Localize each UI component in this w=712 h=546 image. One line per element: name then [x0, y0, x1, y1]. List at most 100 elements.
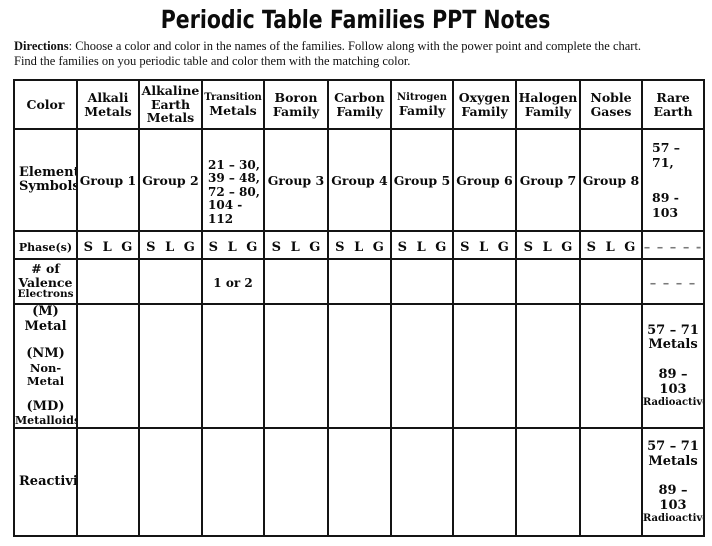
valence-cell-transition: 1 or 2	[201, 258, 265, 305]
column-header-boron-family: Boron Family	[263, 79, 329, 130]
rare-earth-number-ranges: 57 – 71, 89 - 103	[644, 140, 702, 220]
number-range: 72 – 80,	[208, 184, 260, 199]
metal-cell-transition	[201, 302, 265, 430]
metal-type-row: (M) Metal (NM) Non-Metal (MD) Metalloids	[13, 302, 705, 430]
header-text: Alkali	[87, 90, 129, 105]
header-text: Rare	[656, 90, 690, 105]
header-text: Metals	[209, 102, 257, 118]
spacer	[644, 353, 702, 368]
header-row: Color Alkali Metals Alkaline Earth Metals T…	[13, 79, 705, 130]
column-header-color: Color	[13, 79, 78, 130]
header-text: Family	[398, 102, 446, 118]
group-label: Group 1	[79, 173, 137, 189]
row-label-text: Valence	[18, 274, 73, 290]
phase-cell-halogen: S L G	[515, 230, 581, 260]
row-label-text: Reactivity	[19, 474, 75, 490]
column-header-noble-gases: Noble Gases	[579, 79, 643, 130]
nonmetal-word: Non-Metal	[26, 360, 65, 388]
phase-cell-carbon: S L G	[327, 230, 392, 260]
valence-cell-oxygen	[452, 258, 517, 305]
column-header-oxygen-family: Oxygen Family	[452, 79, 517, 130]
header-text-small: Transition	[204, 92, 262, 103]
group-label: Group 8	[582, 173, 640, 189]
row-label-text: Element	[19, 164, 77, 180]
number-range: 89 - 103	[652, 190, 679, 220]
symbols-cell-alkali: Group 1	[76, 128, 140, 232]
note-word-small: Radioactive	[643, 397, 704, 409]
valence-cell-halogen	[515, 258, 581, 305]
number-range: 21 – 30,	[208, 157, 260, 172]
note-range: 89 – 103	[658, 367, 688, 397]
valence-cell-boron	[263, 258, 329, 305]
slg-options: S L G	[208, 239, 258, 255]
header-text: Noble	[590, 90, 632, 105]
group-label: Group 6	[456, 173, 513, 189]
header-text: Family	[272, 103, 320, 119]
phase-cell-transition: S L G	[201, 230, 265, 260]
valence-cell-noble	[579, 258, 643, 305]
valence-row: # of Valence Electrons 1 or 2 – – – –	[13, 258, 705, 305]
slg-options: S L G	[397, 239, 447, 255]
metal-cell-nitrogen	[390, 302, 454, 430]
group-label: Group 2	[142, 173, 199, 189]
header-text: Family	[524, 103, 572, 119]
reactivity-cell-noble	[579, 427, 643, 538]
header-text: Gases	[590, 103, 632, 119]
row-label-text: Symbols	[19, 179, 77, 194]
row-label-metal-type: (M) Metal (NM) Non-Metal (MD) Metalloids	[13, 302, 78, 430]
header-text: Family	[461, 103, 508, 119]
row-label-valence: # of Valence Electrons	[13, 258, 78, 305]
header-text: Boron	[274, 90, 318, 105]
valence-cell-alkali	[76, 258, 140, 305]
spacer	[644, 469, 702, 484]
column-header-alkaline-earth-metals: Alkaline Earth Metals	[138, 79, 203, 130]
metal-cell-oxygen	[452, 302, 517, 430]
header-text: Earth	[653, 103, 693, 119]
nonmetal-abbr: (NM)	[26, 346, 65, 362]
metalloid-abbr: (MD)	[26, 399, 65, 415]
phase-cell-oxygen: S L G	[452, 230, 517, 260]
symbols-cell-carbon: Group 4	[327, 128, 392, 232]
metal-abbr: (M)	[32, 304, 59, 319]
slg-options: S L G	[523, 239, 573, 255]
row-label-text: # of	[31, 260, 60, 276]
reactivity-cell-boron	[263, 427, 329, 538]
reactivity-cell-alkaline	[138, 427, 203, 538]
element-symbols-row: Element Symbols Group 1 Group 2 21 – 30, 3…	[13, 128, 705, 232]
metal-cell-alkali	[76, 302, 140, 430]
header-text: Alkaline	[141, 83, 200, 99]
column-header-carbon-family: Carbon Family	[327, 79, 392, 130]
reactivity-cell-rare-earth: 57 – 71 Metals 89 – 103 Radioactive	[641, 427, 705, 538]
phase-cell-alkali: S L G	[76, 230, 140, 260]
phase-cell-boron: S L G	[263, 230, 329, 260]
header-text: Oxygen	[458, 90, 511, 105]
note-word: Metals	[648, 337, 698, 353]
phases-row: Phase(s) S L G S L G S L G S L G S L G S…	[13, 230, 705, 260]
metalloid-word: Metalloids	[15, 413, 77, 427]
symbols-cell-alkaline: Group 2	[138, 128, 203, 232]
symbols-cell-halogen: Group 7	[515, 128, 581, 232]
reactivity-row: Reactivity 57 – 71 Metals 89 – 103 Radio…	[13, 427, 705, 538]
number-range: 57 – 71,	[652, 140, 680, 170]
reactivity-cell-oxygen	[452, 427, 517, 538]
slg-options: S L G	[586, 239, 636, 255]
header-text: Carbon	[334, 90, 385, 105]
slg-options: S L G	[271, 239, 321, 255]
slg-options: S L G	[146, 239, 195, 255]
reactivity-cell-carbon	[327, 427, 392, 538]
number-range: 104 - 112	[208, 198, 243, 226]
row-label-phases: Phase(s)	[13, 230, 78, 260]
valence-value: 1 or 2	[213, 276, 253, 290]
group-label: Group 7	[519, 173, 577, 189]
symbols-cell-boron: Group 3	[263, 128, 329, 232]
slg-options: S L G	[335, 239, 384, 255]
directions-line2: Find the families on you periodic table …	[14, 53, 411, 68]
row-label-reactivity: Reactivity	[13, 427, 78, 538]
symbols-cell-nitrogen: Group 5	[390, 128, 454, 232]
reactivity-cell-nitrogen	[390, 427, 454, 538]
column-header-transition-metals: Transition Metals	[201, 79, 265, 130]
number-range: 39 – 48,	[208, 171, 260, 186]
note-word: Metals	[648, 453, 698, 469]
rare-earth-note: 57 – 71 Metals 89 – 103 Radioactive	[644, 440, 702, 525]
